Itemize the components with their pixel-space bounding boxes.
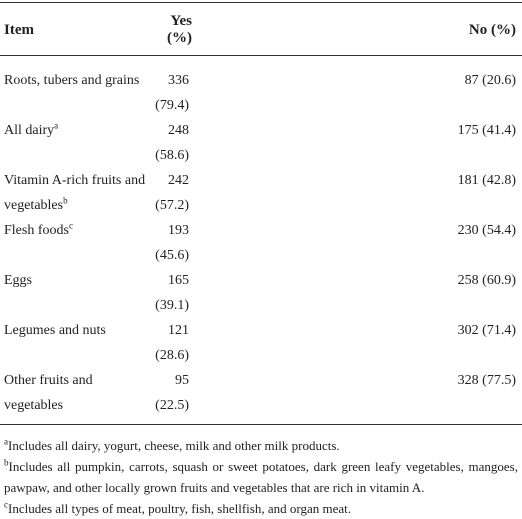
header-cell: No (%) [367,2,522,56]
footnote-mark: b [63,195,68,206]
item-text: Flesh foods [4,223,69,238]
yes-cell: 121 (28.6) [155,323,189,363]
footnotes: aIncludes all dairy, yogurt, cheese, mil… [0,425,522,519]
item-cell: Eggs [0,268,150,318]
yes-cell: 95 (22.5) [155,373,189,413]
yes-cell: 248 (58.6) [155,123,189,163]
table-body: Roots, tubers and grains 336 (79.4) 87 (20… [0,56,522,425]
no-cell: 181 (42.8) [457,173,516,188]
footnote-text: Includes all dairy, yogurt, cheese, milk… [8,438,340,453]
item-text: Other fruits and vegetables [4,373,93,413]
table-row: Other fruits and vegetables 95 (22.5) 328 … [0,368,522,425]
table-row: All dairya 248 (58.6) 175 (41.4) [0,118,522,168]
item-cell: All dairya [0,118,150,168]
footnote: cIncludes all types of meat, poultry, fi… [4,498,518,519]
footnote-mark: a [54,120,59,131]
no-cell: 258 (60.9) [457,273,516,288]
yes-cell: 193 (45.6) [155,223,189,263]
no-cell: 230 (54.4) [457,223,516,238]
item-cell: Flesh foodsc [0,218,150,268]
item-text: Roots, tubers and grains [4,73,140,88]
table-row: Vitamin A-rich fruits and vegetablesb 242… [0,168,522,218]
footnote-text: Includes all types of meat, poultry, fis… [8,501,351,516]
no-cell: 302 (71.4) [457,323,516,338]
data-table: Item Yes (%) No (%) Roots, tubers and grai… [0,2,522,425]
footnote-mark: c [68,220,73,231]
footnote: aIncludes all dairy, yogurt, cheese, mil… [4,435,518,456]
item-text: Legumes and nuts [4,323,106,338]
footnote-text: Includes all pumpkin, carrots, squash or… [4,459,518,495]
no-cell: 87 (20.6) [464,73,516,88]
no-cell: 175 (41.4) [457,123,516,138]
table-row: Flesh foodsc 193 (45.6) 230 (54.4) [0,218,522,268]
item-cell: Other fruits and vegetables [0,368,150,425]
yes-cell: 165 (39.1) [155,273,189,313]
header-row: Item Yes (%) No (%) [0,2,522,56]
item-cell: Vitamin A-rich fruits and vegetablesb [0,168,150,218]
no-cell: 328 (77.5) [457,373,516,388]
yes-cell: 336 (79.4) [155,73,189,113]
table-row: Eggs 165 (39.1) 258 (60.9) [0,268,522,318]
table-row: Legumes and nuts 121 (28.6) 302 (71.4) [0,318,522,368]
header-cell: Yes (%) [150,2,367,56]
table-row: Roots, tubers and grains 336 (79.4) 87 (20… [0,56,522,119]
yes-cell: 242 (57.2) [155,173,189,213]
item-text: Eggs [4,273,32,288]
header-cell: Item [0,2,150,56]
item-text: All dairy [4,123,55,138]
item-cell: Roots, tubers and grains [0,56,150,119]
footnote: bIncludes all pumpkin, carrots, squash o… [4,456,518,498]
item-cell: Legumes and nuts [0,318,150,368]
item-text: Vitamin A-rich fruits and vegetables [4,173,146,213]
